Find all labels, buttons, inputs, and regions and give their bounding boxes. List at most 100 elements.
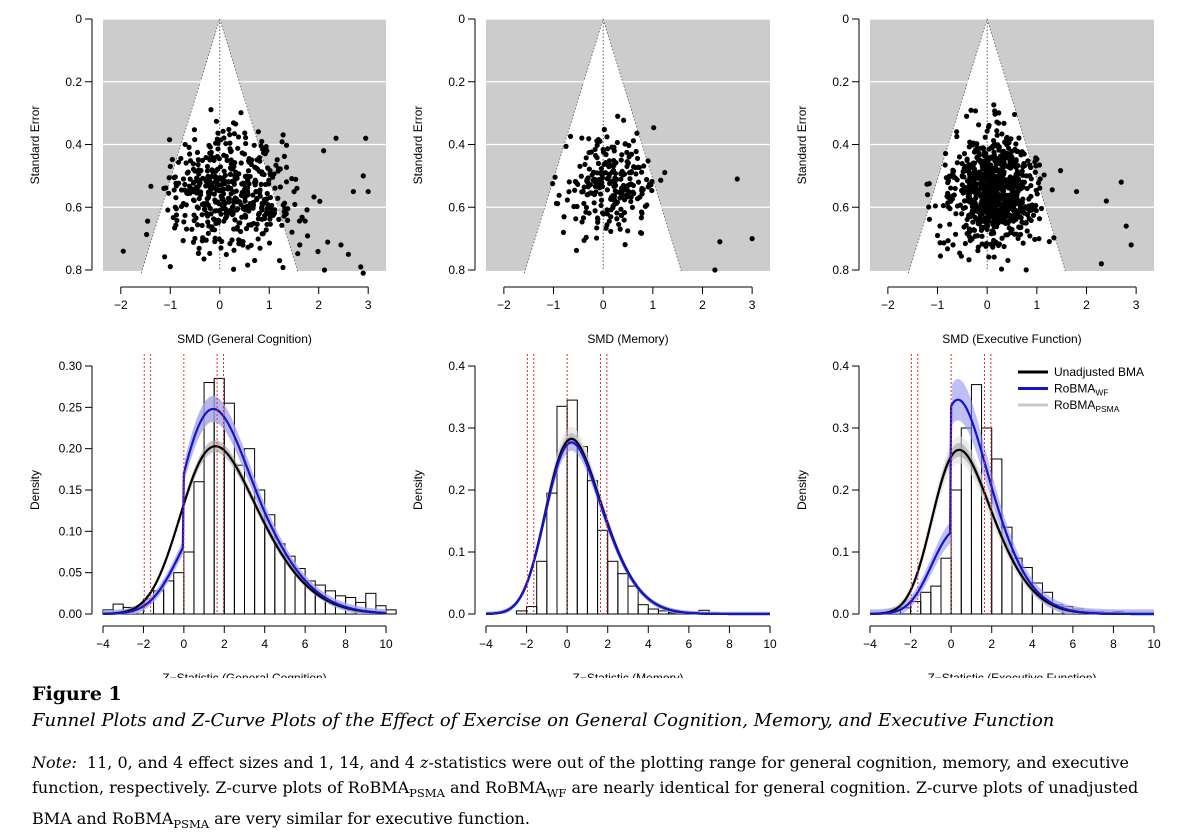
data-point bbox=[1014, 231, 1020, 237]
data-point bbox=[635, 164, 641, 170]
data-point bbox=[1001, 120, 1007, 126]
data-point bbox=[1030, 212, 1037, 218]
data-point bbox=[964, 113, 970, 119]
data-point bbox=[989, 194, 996, 200]
data-point bbox=[1036, 236, 1042, 242]
data-point bbox=[1015, 177, 1021, 184]
data-point bbox=[973, 202, 979, 208]
histogram-bar bbox=[597, 529, 609, 615]
data-point bbox=[302, 218, 308, 224]
data-point bbox=[625, 228, 631, 234]
y-tick-label: 0.4 bbox=[832, 138, 849, 152]
data-point bbox=[293, 176, 299, 182]
y-tick-label: 0.2 bbox=[448, 483, 465, 497]
data-point bbox=[594, 215, 601, 221]
data-point bbox=[325, 239, 331, 245]
data-point bbox=[230, 166, 236, 172]
data-point bbox=[231, 247, 237, 253]
data-point bbox=[259, 200, 265, 206]
data-point bbox=[243, 226, 250, 232]
data-point bbox=[204, 168, 211, 174]
data-point bbox=[238, 160, 244, 166]
data-point bbox=[182, 181, 188, 188]
y-tick-label: 0.4 bbox=[65, 138, 82, 152]
data-point bbox=[1019, 184, 1025, 190]
data-point bbox=[194, 222, 201, 228]
data-point bbox=[218, 211, 224, 217]
data-point bbox=[950, 242, 956, 248]
data-point bbox=[643, 176, 650, 183]
data-point bbox=[975, 218, 981, 224]
x-tick-label: −1 bbox=[931, 298, 945, 312]
data-point bbox=[592, 152, 599, 159]
data-point bbox=[162, 254, 168, 260]
data-point bbox=[194, 149, 201, 156]
data-point bbox=[1128, 242, 1134, 248]
data-point bbox=[210, 169, 216, 175]
data-point bbox=[262, 151, 268, 157]
x-axis-title: SMD (Memory) bbox=[587, 332, 668, 346]
y-tick-label: 0.10 bbox=[59, 524, 83, 538]
data-point bbox=[618, 176, 624, 182]
data-point bbox=[932, 203, 938, 209]
data-point bbox=[191, 189, 197, 195]
data-point bbox=[604, 176, 610, 182]
y-axis-title: Density bbox=[28, 470, 42, 510]
data-point bbox=[201, 206, 208, 212]
data-point bbox=[271, 171, 277, 177]
data-point bbox=[998, 201, 1004, 207]
data-point bbox=[1041, 172, 1047, 178]
data-point bbox=[997, 185, 1003, 191]
data-point bbox=[984, 128, 990, 134]
data-point bbox=[228, 161, 234, 167]
note-part: PSMA bbox=[173, 817, 210, 832]
data-point bbox=[994, 191, 1000, 197]
data-point bbox=[207, 250, 213, 257]
note-part: and RoBMA bbox=[444, 778, 547, 797]
data-point bbox=[953, 211, 959, 217]
data-point bbox=[233, 188, 239, 194]
data-point bbox=[1022, 163, 1028, 169]
data-point bbox=[617, 226, 623, 232]
data-point bbox=[962, 168, 968, 174]
data-point bbox=[239, 181, 245, 187]
data-point bbox=[1036, 216, 1043, 222]
data-point bbox=[1018, 224, 1024, 230]
data-point bbox=[628, 198, 634, 205]
figure-label: Figure 1 bbox=[32, 683, 122, 705]
data-point bbox=[194, 204, 200, 210]
data-point bbox=[235, 134, 242, 140]
data-point bbox=[360, 173, 366, 179]
data-point bbox=[978, 227, 985, 233]
data-point bbox=[1123, 223, 1129, 229]
data-point bbox=[572, 187, 578, 193]
data-point bbox=[943, 175, 949, 181]
data-point bbox=[622, 141, 628, 147]
data-point bbox=[205, 219, 211, 225]
data-point bbox=[246, 222, 252, 228]
data-point bbox=[999, 131, 1005, 137]
x-tick-label: 3 bbox=[1133, 298, 1140, 312]
x-tick-label: 3 bbox=[749, 298, 756, 312]
data-point bbox=[267, 210, 273, 216]
data-point bbox=[258, 181, 264, 187]
data-point bbox=[190, 239, 197, 245]
data-point bbox=[204, 196, 210, 202]
data-point bbox=[261, 171, 267, 178]
data-point bbox=[586, 150, 592, 156]
histogram-bar bbox=[385, 609, 397, 615]
data-point bbox=[1011, 206, 1017, 212]
data-point bbox=[985, 124, 992, 130]
data-point bbox=[982, 183, 988, 190]
data-point bbox=[165, 207, 171, 213]
data-point bbox=[315, 248, 321, 255]
data-point bbox=[982, 134, 988, 140]
data-point bbox=[1011, 111, 1018, 118]
data-point bbox=[609, 144, 615, 150]
curve-wf bbox=[869, 398, 1154, 616]
data-point bbox=[926, 204, 932, 210]
data-point bbox=[224, 157, 230, 164]
data-point bbox=[986, 157, 992, 163]
data-point bbox=[614, 139, 620, 146]
data-point bbox=[598, 197, 605, 203]
